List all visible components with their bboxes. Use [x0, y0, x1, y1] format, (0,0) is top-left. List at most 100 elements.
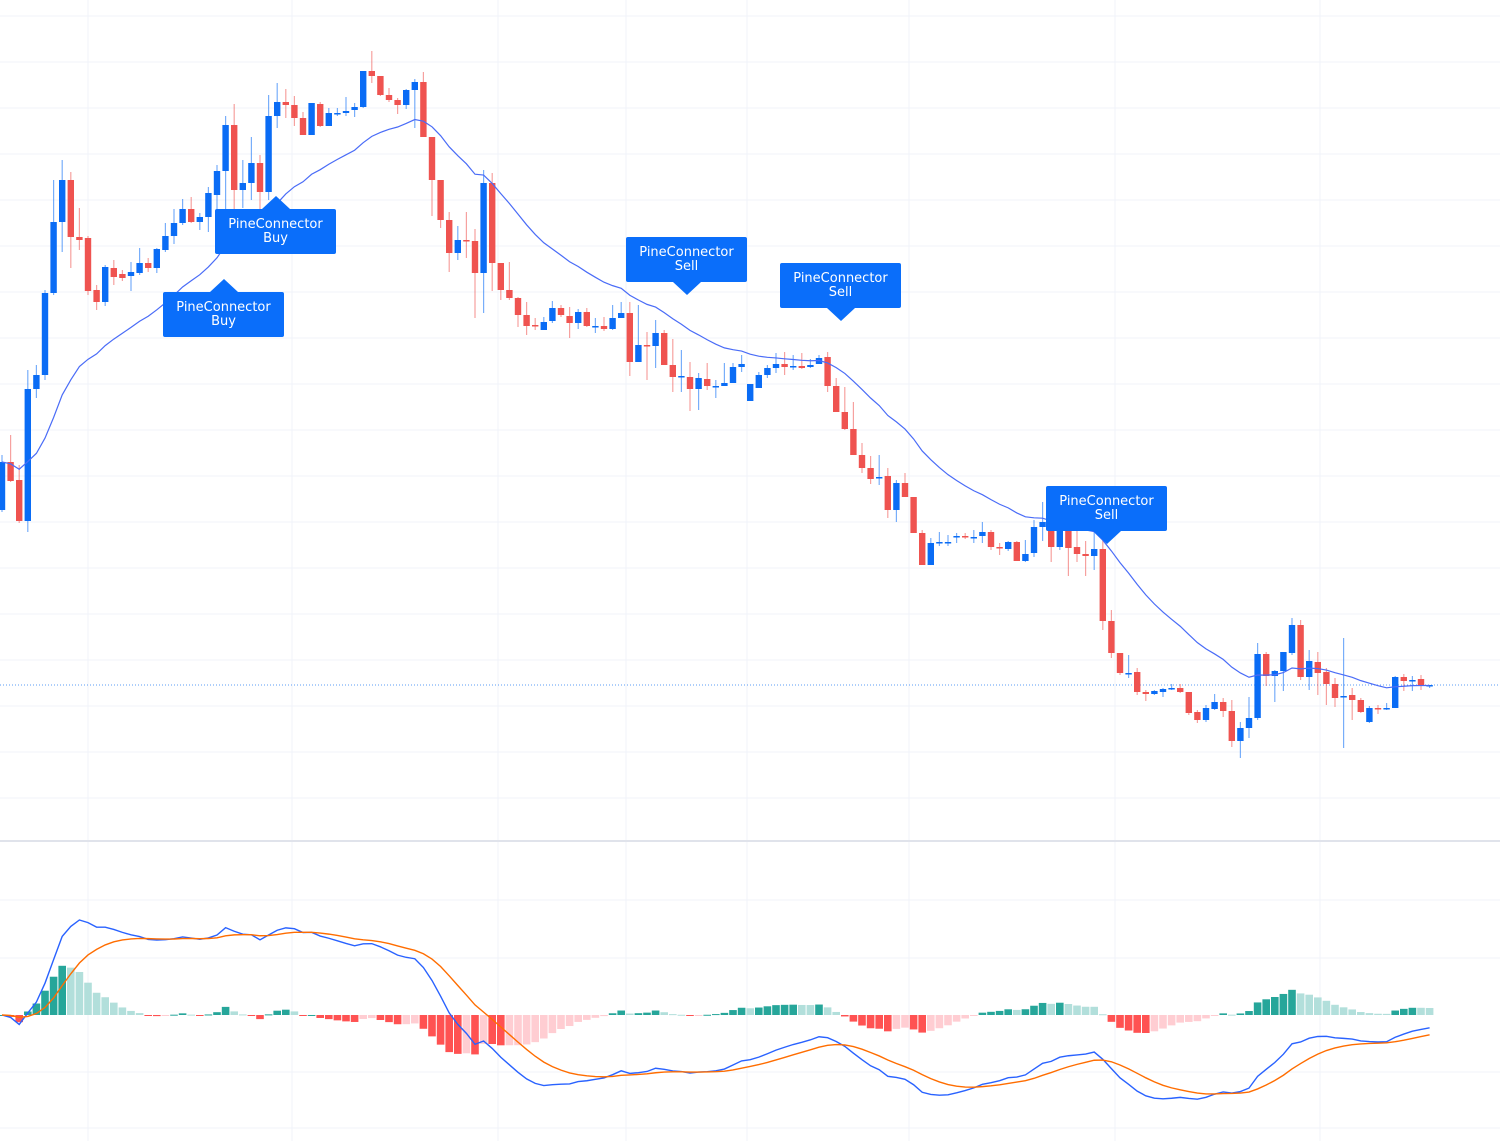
candle-body	[1108, 621, 1115, 653]
macd-histogram-bar	[815, 1004, 823, 1015]
candle-body	[506, 290, 513, 298]
macd-histogram-bar	[1408, 1007, 1417, 1015]
candle-body	[145, 263, 152, 268]
macd-histogram-bar	[952, 1015, 961, 1022]
candle-body	[420, 82, 427, 137]
arrow-up-icon	[261, 196, 290, 209]
macd-histogram-bar	[531, 1015, 539, 1043]
macd-histogram-bar	[1107, 1015, 1116, 1022]
arrow-up-icon	[209, 279, 238, 292]
macd-histogram-bar	[866, 1015, 875, 1029]
candle-body	[1245, 718, 1253, 728]
candle-body	[686, 377, 694, 389]
signal-label-sell[interactable]: PineConnector Sell	[1046, 486, 1167, 544]
candle-body	[480, 183, 487, 273]
candle-body	[850, 429, 857, 455]
macd-histogram-bar	[1038, 1002, 1047, 1015]
candle-body	[403, 90, 410, 105]
macd-histogram-bar	[359, 1015, 367, 1019]
candle-body	[884, 476, 891, 510]
macd-histogram-bar	[694, 1015, 703, 1016]
candle-body	[643, 345, 651, 347]
macd-histogram-bar	[445, 1015, 453, 1053]
macd-histogram-bar	[660, 1012, 668, 1015]
candle-body	[1417, 679, 1425, 685]
candle-body	[858, 455, 866, 468]
macd-histogram-bar	[325, 1015, 333, 1020]
signal-label-line1: PineConnector	[176, 299, 271, 315]
macd-histogram-bar	[1116, 1015, 1124, 1028]
macd-histogram-bar	[1073, 1005, 1081, 1015]
candle-body	[523, 315, 530, 326]
candle-body	[712, 386, 719, 388]
candle-body	[334, 113, 341, 115]
candle-body	[936, 542, 943, 544]
signal-label-sell[interactable]: PineConnector Sell	[626, 237, 747, 295]
macd-histogram-bar	[1013, 1009, 1021, 1015]
candle-body	[695, 378, 702, 389]
macd-histogram-bar	[626, 1013, 634, 1015]
candle-body	[781, 364, 788, 367]
candle-body	[1125, 673, 1132, 675]
macd-histogram-bar	[1400, 1008, 1408, 1015]
macd-histogram-bar	[1236, 1013, 1245, 1015]
candle-body	[265, 116, 272, 192]
candle-body	[626, 313, 633, 362]
candle-body	[428, 137, 436, 180]
candle-body	[953, 536, 960, 538]
macd-histogram-bar	[574, 1015, 582, 1022]
candle-body	[1383, 708, 1390, 710]
macd-histogram-bar	[703, 1014, 711, 1016]
macd-histogram-bar	[565, 1015, 574, 1027]
candle-body	[833, 386, 840, 412]
candle-body	[583, 312, 590, 326]
macd-histogram-bar	[144, 1015, 152, 1016]
signal-label-sell[interactable]: PineConnector Sell	[780, 263, 901, 321]
macd-histogram-bar	[58, 965, 66, 1015]
candle-body	[1314, 662, 1321, 673]
candle-body	[360, 71, 367, 107]
macd-histogram-bar	[789, 1004, 797, 1015]
candle-body	[0, 462, 6, 510]
macd-histogram-bar	[92, 992, 101, 1015]
candle-body	[16, 480, 23, 521]
macd-histogram-bar	[995, 1010, 1004, 1015]
macd-histogram-bar	[1210, 1015, 1219, 1016]
candle-body	[549, 308, 556, 321]
macd-histogram-bar	[669, 1014, 677, 1016]
candle-body	[944, 542, 952, 544]
signal-label-buy[interactable]: PineConnector Buy	[215, 196, 336, 254]
candle-body	[291, 105, 298, 118]
signal-label-buy[interactable]: PineConnector Buy	[163, 279, 284, 337]
candle-body	[1254, 654, 1261, 718]
candle-body	[84, 238, 92, 291]
candle-body	[196, 217, 203, 222]
candle-body	[162, 236, 169, 250]
candle-body	[600, 326, 608, 329]
candle-body	[1091, 549, 1098, 556]
signal-label-line2: Sell	[1094, 507, 1119, 523]
macd-histogram-bar	[118, 1007, 127, 1015]
signal-label-line1: PineConnector	[793, 270, 888, 286]
candle-body	[609, 318, 616, 329]
macd-histogram-bar	[1202, 1015, 1210, 1019]
candle-body	[222, 125, 229, 171]
macd-histogram-bar	[1030, 1005, 1038, 1015]
candle-body	[927, 543, 934, 565]
macd-histogram-bar	[927, 1015, 935, 1031]
macd-histogram-bar	[282, 1009, 290, 1015]
candle-body	[33, 375, 40, 389]
candle-body	[962, 536, 969, 538]
macd-histogram-bar	[686, 1015, 694, 1016]
macd-histogram-bar	[1176, 1015, 1184, 1023]
candle-body	[738, 364, 745, 367]
candle-body	[790, 366, 797, 368]
candle-body	[24, 389, 31, 521]
candles	[0, 51, 1433, 758]
candle-body	[1099, 549, 1106, 621]
candle-body	[1082, 554, 1089, 556]
macd-histogram-bar	[153, 1015, 161, 1017]
candle-body	[454, 240, 461, 253]
candle-body	[1211, 702, 1218, 709]
